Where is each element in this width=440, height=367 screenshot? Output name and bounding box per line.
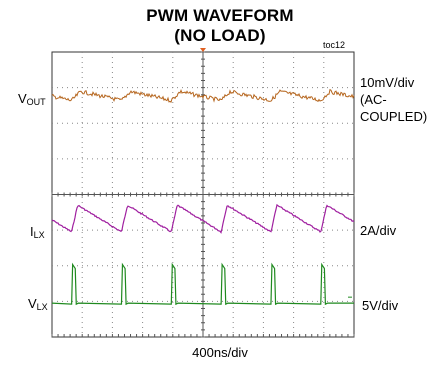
vlx-scale: 5V/div [362,297,398,314]
ilx-label: ILX [30,224,45,240]
chart-title-line2: (NO LOAD) [174,26,266,45]
vout-trace [51,88,355,104]
ilx-scale-text: 2A/div [360,223,397,238]
ilx-trace [51,203,355,234]
vlx-label: VLX [28,296,48,312]
chart-title-line1: PWM WAVEFORM [146,6,294,25]
vout-scale: 10mV/div (AC- COUPLED) [360,74,427,125]
figure-id: toc12 [323,40,346,50]
vout-scale-line2: (AC- [360,92,387,107]
vout-scale-line1: 10mV/div [360,75,415,90]
x-axis-label: 400ns/div [192,345,248,360]
ilx-scale: 2A/div [360,222,396,239]
vout-label: VOUT [18,91,46,107]
trigger-marker [200,48,206,52]
vlx-trace [51,262,354,306]
vlx-scale-text: 5V/div [362,298,399,313]
vout-scale-line3: COUPLED) [360,109,428,124]
